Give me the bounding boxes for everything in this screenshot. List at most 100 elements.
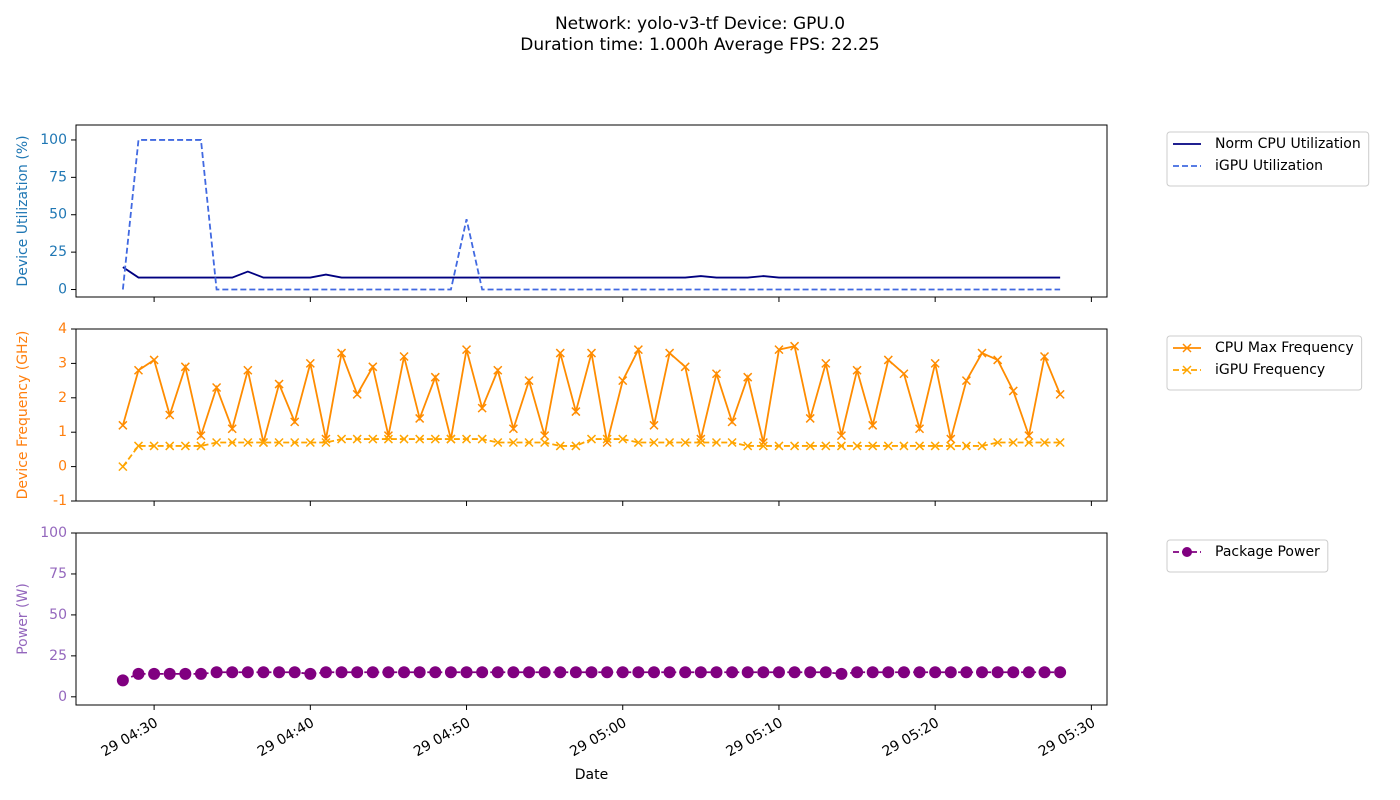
marker — [399, 434, 409, 444]
marker — [180, 441, 190, 451]
marker — [382, 666, 395, 679]
marker — [257, 666, 270, 679]
marker — [273, 666, 286, 679]
y-axis-label: Device Frequency (GHz) — [15, 331, 31, 500]
y-tick-label: 100 — [40, 132, 67, 148]
y-axis-label: Power (W) — [15, 583, 31, 655]
y-tick-label: 0 — [58, 282, 67, 298]
marker — [883, 355, 893, 365]
series — [118, 434, 1065, 472]
marker — [165, 410, 175, 420]
marker — [758, 441, 768, 451]
y-tick-label: 0 — [58, 689, 67, 705]
marker — [711, 369, 722, 379]
y-axis-label: Device Utilization (%) — [15, 135, 31, 286]
y-tick-label: 25 — [49, 648, 67, 664]
marker — [649, 420, 659, 430]
marker — [772, 666, 785, 679]
marker — [929, 666, 942, 679]
marker — [163, 667, 176, 680]
marker — [944, 666, 957, 679]
marker — [212, 382, 222, 393]
marker — [179, 667, 192, 680]
marker — [976, 666, 989, 679]
marker — [569, 666, 582, 679]
marker — [571, 441, 581, 451]
marker — [1008, 437, 1018, 448]
legend-label: Package Power — [1215, 544, 1320, 560]
marker — [415, 434, 425, 444]
marker — [743, 441, 753, 451]
legend-box — [1166, 335, 1363, 391]
marker — [429, 666, 442, 679]
marker — [508, 437, 518, 448]
marker — [335, 666, 348, 679]
marker — [133, 441, 144, 451]
marker — [337, 434, 347, 444]
marker — [352, 434, 362, 444]
marker — [415, 413, 425, 423]
marker — [554, 666, 567, 679]
marker — [616, 666, 629, 679]
marker — [882, 666, 895, 679]
marker — [757, 666, 770, 679]
marker — [1007, 666, 1020, 679]
marker — [524, 376, 534, 386]
marker — [227, 437, 237, 448]
marker — [868, 420, 878, 430]
marker — [368, 362, 378, 372]
marker — [663, 666, 676, 679]
legend-label: Norm CPU Utilization — [1215, 136, 1361, 152]
y-tick-label: 0 — [58, 459, 67, 475]
legend-label: iGPU Utilization — [1215, 158, 1323, 174]
marker — [319, 666, 332, 679]
marker — [288, 666, 301, 679]
marker — [743, 372, 753, 382]
marker — [274, 379, 284, 389]
y-tick-label: 1 — [58, 424, 67, 440]
marker — [647, 666, 660, 679]
marker — [290, 417, 300, 427]
marker — [633, 345, 643, 355]
series — [122, 266, 1061, 279]
marker — [1024, 431, 1034, 441]
marker — [821, 358, 831, 368]
marker — [430, 434, 440, 444]
marker — [571, 407, 581, 417]
marker — [665, 437, 675, 448]
marker — [991, 666, 1004, 679]
marker — [899, 369, 909, 379]
legend-label: CPU Max Frequency — [1215, 340, 1354, 356]
marker — [897, 666, 910, 679]
marker — [851, 666, 864, 679]
y-tick-label: 100 — [40, 525, 67, 541]
marker — [523, 666, 536, 679]
marker — [165, 441, 175, 451]
marker — [243, 437, 253, 448]
marker — [304, 667, 317, 680]
marker — [540, 437, 550, 448]
marker — [493, 437, 503, 448]
plot-frame — [75, 532, 1108, 706]
marker — [913, 666, 926, 679]
series — [121, 139, 1061, 291]
marker — [977, 348, 987, 358]
marker — [1039, 437, 1050, 448]
marker — [726, 666, 739, 679]
chart-subtitle: Duration time: 1.000h Average FPS: 22.25 — [520, 35, 879, 55]
legend: Package Power — [1166, 539, 1329, 573]
y-tick-label: 75 — [49, 566, 67, 582]
legend: Norm CPU Utilization iGPU Utilization — [1166, 131, 1370, 187]
marker — [555, 348, 565, 358]
marker — [132, 667, 145, 680]
marker — [665, 348, 675, 358]
y-tick-label: 3 — [58, 355, 67, 371]
marker — [399, 351, 409, 362]
marker — [305, 358, 315, 368]
marker — [477, 403, 487, 413]
marker — [196, 431, 206, 441]
marker — [585, 666, 598, 679]
legend-box — [1166, 539, 1329, 573]
marker — [883, 441, 893, 451]
marker — [993, 355, 1003, 365]
